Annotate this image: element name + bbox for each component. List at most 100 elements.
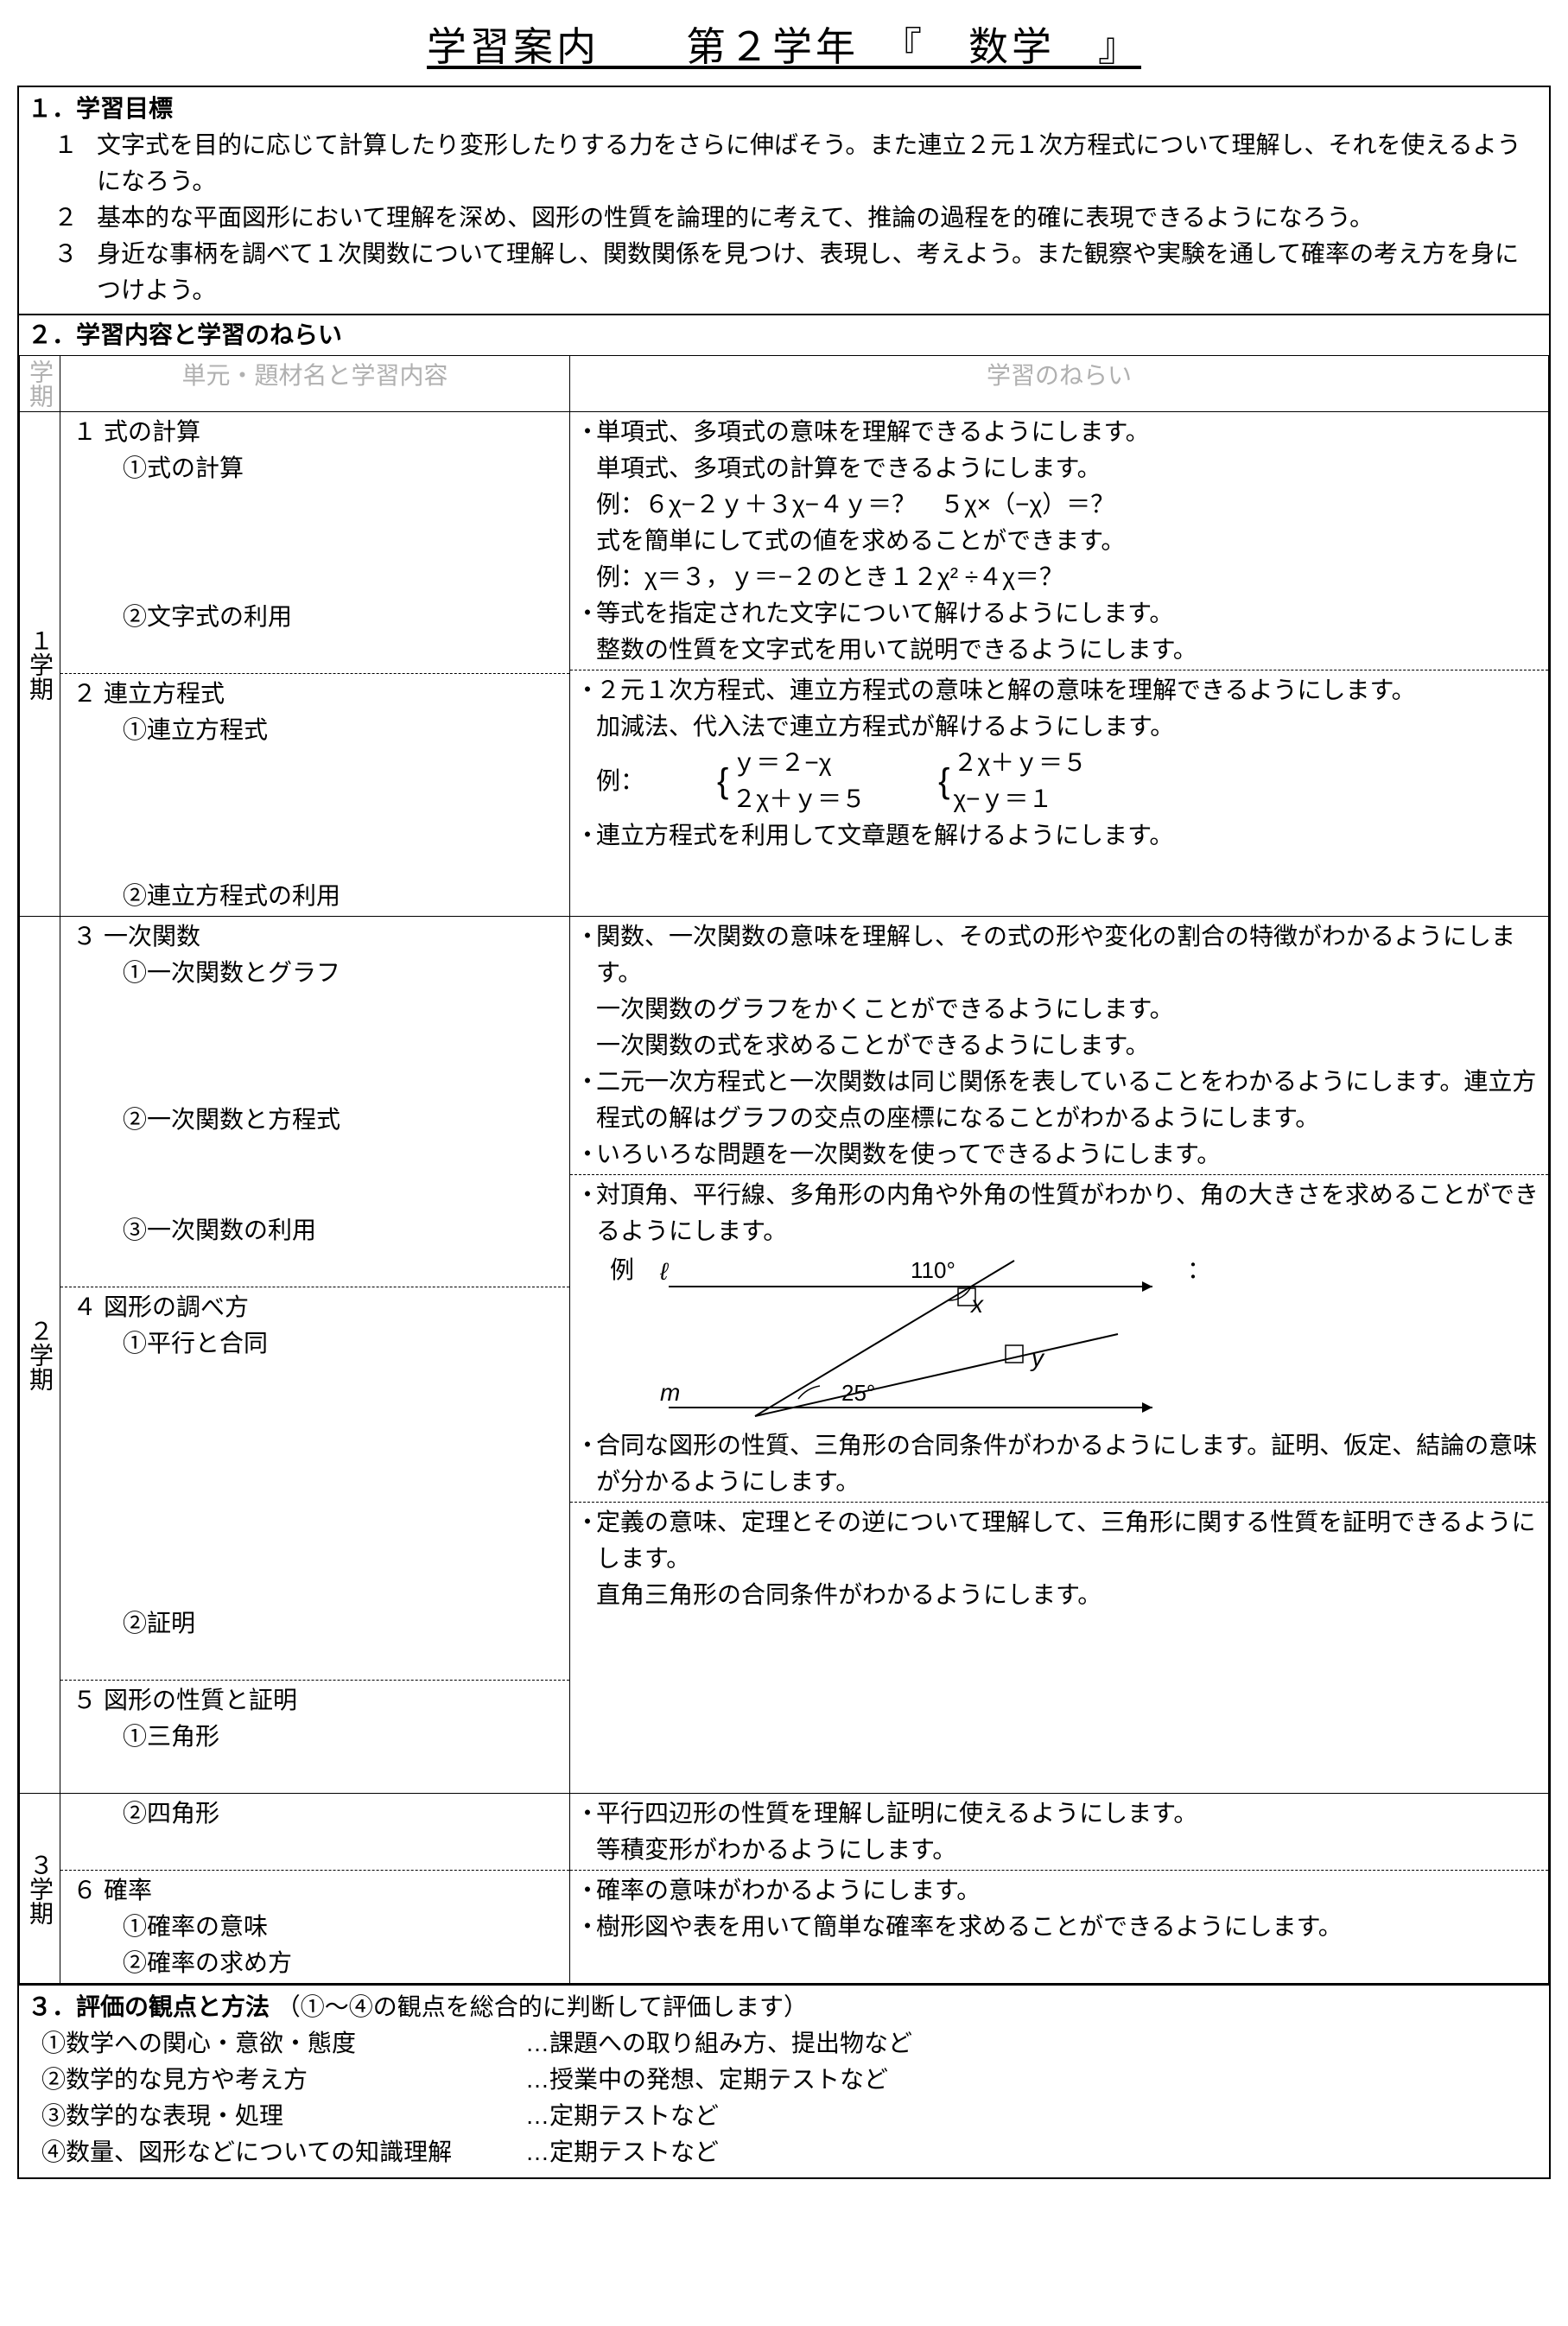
content-table: 学期 単元・題材名と学習内容 学習のねらい １学期 １ 式の計算 ①式の計算 ②… (19, 355, 1549, 1984)
unit2-num: ２ (62, 676, 104, 712)
sys1b: ２χ＋ｙ＝５ (732, 781, 866, 817)
u2-aim2: 連立方程式を利用して文章題を解けるようにします。 (596, 817, 1539, 854)
bullet: ・ (575, 1909, 596, 1945)
u1-aim1b: 単項式、多項式の計算をできるようにします。 (575, 450, 1539, 486)
goal-1-text: 文字式を目的に応じて計算したり変形したりする力をさらに伸ばそう。また連立２元１次… (97, 127, 1540, 200)
goal-2-num: ２ (54, 200, 97, 236)
unit6-sub2: ②確率の求め方 (62, 1945, 562, 1981)
u1-aim2b: 整数の性質を文字式を用いて説明できるようにします。 (575, 632, 1539, 668)
unit5-num: ５ (62, 1682, 104, 1719)
eval-2-left: ②数学的な見方や考え方 (41, 2062, 525, 2098)
unit4-title: 図形の調べ方 (104, 1289, 562, 1325)
bullet: ・ (575, 414, 596, 450)
angle-110: 110° (911, 1257, 955, 1283)
diagram-colon: ： (1187, 1252, 1211, 1288)
bullet: ・ (575, 1795, 596, 1832)
bullet: ・ (575, 817, 596, 854)
angle-x: x (969, 1291, 984, 1318)
u5c-aim2b: 等積変形がわかるようにします。 (575, 1832, 1539, 1868)
unit2-sub2: ②連立方程式の利用 (62, 878, 562, 914)
u3-aim1: 関数、一次関数の意味を理解し、その式の形や変化の割合の特徴がわかるようにします。 (596, 918, 1539, 991)
unit3-sub2: ②一次関数と方程式 (62, 1102, 562, 1138)
eq-prefix: 例： (596, 763, 644, 799)
eval-4-right: …定期テストなど (525, 2134, 1540, 2170)
th-semester: 学期 (20, 356, 60, 412)
bullet: ・ (575, 1136, 596, 1173)
unit3-num: ３ (62, 918, 104, 955)
diagram-example-label: 例 (610, 1252, 634, 1288)
th-content: 単元・題材名と学習内容 (60, 356, 570, 412)
unit1-sub2: ②文字式の利用 (62, 599, 562, 635)
equation-system-2: { ２χ＋ｙ＝５ χ−ｙ＝１ (935, 745, 1087, 817)
eval-1-left: ①数学への関心・意欲・態度 (41, 2025, 525, 2062)
u4-aim1: 対頂角、平行線、多角形の内角や外角の性質がわかり、角の大きさを求めることができる… (596, 1177, 1539, 1249)
bullet: ・ (575, 1427, 596, 1500)
u2-aim1: ２元１次方程式、連立方程式の意味と解の意味を理解できるようにします。 (596, 672, 1539, 709)
goal-3-num: ３ (54, 236, 97, 308)
unit6-title: 確率 (104, 1872, 562, 1909)
u6-aim1: 確率の意味がわかるようにします。 (596, 1872, 1539, 1909)
section-1-goals: １．学習目標 １ 文字式を目的に応じて計算したり変形したりする力をさらに伸ばそう… (19, 87, 1549, 315)
unit4-sub2: ②証明 (62, 1605, 562, 1642)
unit6-sub1: ①確率の意味 (62, 1909, 562, 1945)
bullet: ・ (575, 595, 596, 632)
unit5-sub1: ①三角形 (62, 1719, 562, 1755)
u6-aim2: 樹形図や表を用いて簡単な確率を求めることができるようにします。 (596, 1909, 1539, 1945)
eval-3-right: …定期テストなど (525, 2098, 1540, 2134)
unit2-title: 連立方程式 (104, 676, 562, 712)
equation-system-1: { ｙ＝２−χ ２χ＋ｙ＝５ (714, 745, 866, 817)
unit2-sub1: ①連立方程式 (62, 712, 562, 748)
bullet: ・ (575, 918, 596, 991)
section-3-note: （①〜④の観点を総合的に判断して評価します） (276, 1993, 808, 2020)
u3-aim3: いろいろな問題を一次関数を使ってできるようにします。 (596, 1136, 1539, 1173)
line-m-label: m (660, 1379, 680, 1406)
eval-4-left: ④数量、図形などについての知識理解 (41, 2134, 525, 2170)
bullet: ・ (575, 672, 596, 709)
bullet: ・ (575, 1177, 596, 1249)
sys2a: ２χ＋ｙ＝５ (953, 745, 1087, 781)
u5-aim1b: 直角三角形の合同条件がわかるようにします。 (575, 1577, 1539, 1613)
u1-aim1d: 式を簡単にして式の値を求めることができます。 (575, 523, 1539, 559)
unit3-sub1: ①一次関数とグラフ (62, 955, 562, 991)
u1-aim1: 単項式、多項式の意味を理解できるようにします。 (596, 414, 1539, 450)
u1-aim2: 等式を指定された文字について解けるようにします。 (596, 595, 1539, 632)
bullet: ・ (575, 1064, 596, 1136)
unit4-num: ４ (62, 1289, 104, 1325)
u3-aim1b: 一次関数のグラフをかくことができるようにします。 (575, 991, 1539, 1027)
sem2-label: ２学期 (20, 917, 60, 1794)
eval-3-left: ③数学的な表現・処理 (41, 2098, 525, 2134)
sys2b: χ−ｙ＝１ (953, 781, 1087, 817)
eval-1-right: …課題への取り組み方、提出物など (525, 2025, 1540, 2062)
u3-aim2: 二元一次方程式と一次関数は同じ関係を表していることをわかるようにします。連立方程… (596, 1064, 1539, 1136)
unit1-title: 式の計算 (104, 414, 562, 450)
eval-2-right: …授業中の発想、定期テストなど (525, 2062, 1540, 2098)
u1-aim1e: 例：χ＝３，ｙ＝−２のとき１２χ² ÷４χ＝？ (575, 559, 1539, 595)
unit3-sub3: ③一次関数の利用 (62, 1212, 562, 1249)
parallel-lines-diagram: ℓ m 110° x 25° y (651, 1252, 1187, 1425)
th-aim: 学習のねらい (570, 356, 1549, 412)
sys1a: ｙ＝２−χ (732, 745, 866, 781)
main-container: １．学習目標 １ 文字式を目的に応じて計算したり変形したりする力をさらに伸ばそう… (17, 86, 1551, 2179)
sem3-label: ３学期 (20, 1794, 60, 1984)
line-l-label: ℓ (659, 1258, 670, 1285)
goal-2-text: 基本的な平面図形において理解を深め、図形の性質を論理的に考えて、推論の過程を的確… (97, 200, 1540, 236)
section-2-heading: ２．学習内容と学習のねらい (19, 315, 1549, 355)
u2-aim1b: 加減法、代入法で連立方程式が解けるようにします。 (575, 709, 1539, 745)
angle-y: y (1030, 1344, 1045, 1371)
section-3-evaluation: ３．評価の観点と方法 （①〜④の観点を総合的に判断して評価します） ①数学への関… (19, 1984, 1549, 2177)
u3-aim1c: 一次関数の式を求めることができるようにします。 (575, 1027, 1539, 1064)
unit4-sub1: ①平行と合同 (62, 1325, 562, 1362)
angle-25: 25° (841, 1380, 875, 1406)
u4-aim2: 合同な図形の性質、三角形の合同条件がわかるようにします。証明、仮定、結論の意味が… (596, 1427, 1539, 1500)
u5-aim1: 定義の意味、定理とその逆について理解して、三角形に関する性質を証明できるようにし… (596, 1504, 1539, 1577)
bullet: ・ (575, 1872, 596, 1909)
sem1-label: １学期 (20, 412, 60, 917)
goal-1-num: １ (54, 127, 97, 200)
unit6-num: ６ (62, 1872, 104, 1909)
bullet: ・ (575, 1504, 596, 1577)
section-3-heading: ３．評価の観点と方法 (28, 1993, 270, 2020)
unit3-title: 一次関数 (104, 918, 562, 955)
unit5-title: 図形の性質と証明 (104, 1682, 562, 1719)
u5c-aim2: 平行四辺形の性質を理解し証明に使えるようにします。 (596, 1795, 1539, 1832)
unit1-num: １ (62, 414, 104, 450)
